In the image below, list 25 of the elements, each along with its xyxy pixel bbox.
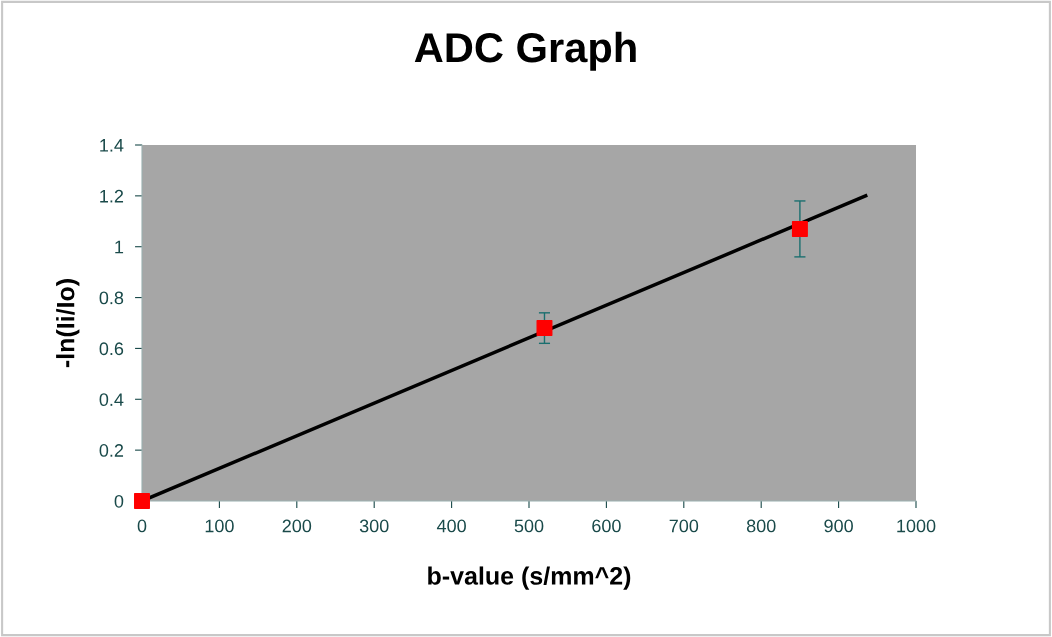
y-tick-label: 1 [115,240,124,254]
x-tick-label: 0 [137,519,147,533]
y-tick-label: 0.2 [99,444,124,457]
x-tick-label: 100 [205,519,234,533]
y-tick-label: 1.4 [100,139,124,152]
y-tick-label: 0.6 [99,342,124,356]
chart-title: ADC Graph [414,31,636,71]
x-tick-label: 900 [824,519,853,533]
point [791,220,808,237]
point [134,493,150,509]
x-axis-title: b-value (s/mm^2) [428,566,631,590]
y-tick-label: 0.8 [99,291,124,305]
y-axis-title: -ln(Ii/Io) [56,279,80,368]
x-tick-label: 200 [282,519,312,533]
point [536,320,553,337]
x-tick-label: 800 [746,519,776,533]
x-tick-label: 400 [436,519,466,533]
x-tick-label: 500 [514,519,544,533]
x-tick-label: 600 [592,519,621,533]
y-tick-label: 1.2 [100,189,124,203]
x-tick-label: 300 [359,519,389,533]
y-tick-label: 0.4 [99,393,124,407]
y-tick-label: 0 [114,494,124,508]
x-tick-label: 700 [669,519,699,533]
x-tick-label: 1000 [897,519,936,533]
